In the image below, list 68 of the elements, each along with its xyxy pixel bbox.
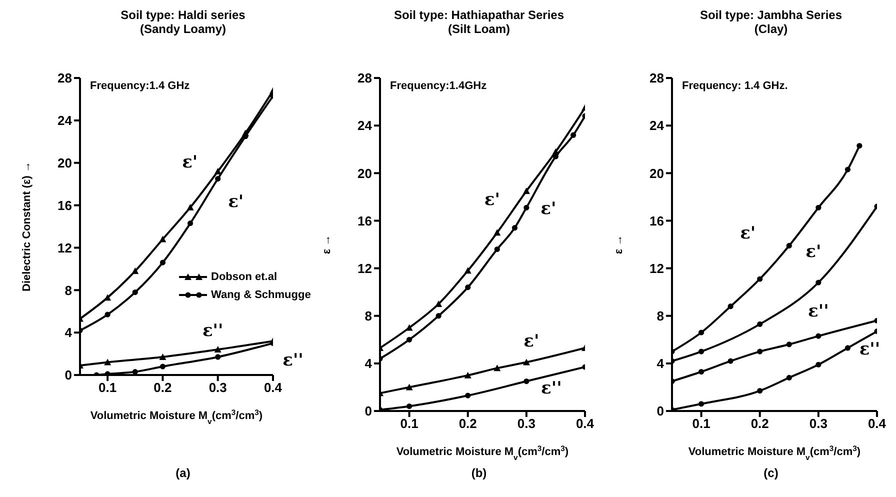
chart-title: Soil type: Hathiapathar Series xyxy=(392,8,566,22)
y-tick-label: 28 xyxy=(58,70,72,86)
y-tick-label: 4 xyxy=(364,356,373,372)
x-axis-title: Volumetric Moisture M$_{v}$(cm$^{3}$/cm$^{3}$) xyxy=(396,444,569,462)
y-tick-label: 24 xyxy=(650,118,665,134)
y-tick-label: 12 xyxy=(650,260,664,276)
x-tick-label: 0.1 xyxy=(98,380,117,396)
text: (b) xyxy=(470,466,488,480)
x-axis-title: Volumetric Moisture M$_{v}$(cm$^{3}$/cm$^{3}$) xyxy=(688,444,861,462)
y-tick-label: 12 xyxy=(358,260,372,276)
x-tick-label: 0.4 xyxy=(868,416,887,432)
annotation: Frequency:1.4 GHz xyxy=(90,80,190,92)
y-tick-label: 8 xyxy=(364,308,372,324)
y-tick-label: 4 xyxy=(656,356,665,372)
annotation: ε'' xyxy=(859,339,880,360)
y-axis-title: Dielectric Constant (ε) → xyxy=(21,162,33,292)
chart-subtitle: (Sandy Loamy) xyxy=(138,22,227,36)
x-tick-label: 0.3 xyxy=(809,416,828,432)
y-tick-label: 0 xyxy=(364,404,372,419)
y-tick-label: 0 xyxy=(64,368,72,383)
annotation: ε' xyxy=(484,190,500,210)
annotation: Frequency: 1.4 GHz. xyxy=(682,80,788,92)
y-tick-label: 12 xyxy=(58,240,72,256)
annotation: Frequency:1.4GHz xyxy=(390,80,487,92)
text: (a) xyxy=(174,466,192,480)
x-tick-label: 0.1 xyxy=(692,416,710,432)
legend-label: Dobson et.al xyxy=(211,271,278,283)
annotation: ε' xyxy=(182,152,198,173)
annotation: ε' xyxy=(740,223,756,244)
y-tick-label: 20 xyxy=(358,166,372,181)
annotation: ε'' xyxy=(541,378,562,399)
y-tick-label: 24 xyxy=(58,113,73,128)
annotation: ε'' xyxy=(808,301,829,322)
x-tick-label: 0.2 xyxy=(154,380,172,396)
y-tick-label: 16 xyxy=(650,213,664,228)
y-tick-label: 4 xyxy=(64,325,73,340)
chart-subtitle: (Silt Loam) xyxy=(447,22,511,36)
x-tick-label: 0.2 xyxy=(458,416,477,432)
y-tick-label: 16 xyxy=(58,198,72,213)
chart-subtitle: (Clay) xyxy=(753,22,789,36)
text: ε'' xyxy=(282,350,304,371)
y-tick-label: 20 xyxy=(650,166,664,181)
y-tick-label: 8 xyxy=(656,308,664,324)
x-tick-label: 0.3 xyxy=(208,380,227,396)
y-tick-label: 28 xyxy=(650,70,664,86)
y-tick-label: 8 xyxy=(64,282,72,298)
x-tick-label: 0.1 xyxy=(400,416,418,432)
x-tick-label: 0.2 xyxy=(750,416,769,432)
annotation: ε' xyxy=(228,192,244,212)
x-axis-title: Volumetric Moisture M$_{v}$(cm$^{3}$/cm$^{3}$) xyxy=(90,408,263,426)
y-tick-label: 16 xyxy=(358,213,372,228)
annotation: ε'' xyxy=(202,320,224,341)
text: (c) xyxy=(762,466,780,480)
x-tick-label: 0.4 xyxy=(576,416,595,432)
y-tick-label: 0 xyxy=(656,404,664,419)
annotation: ε' xyxy=(540,199,556,220)
y-axis-title: ε → xyxy=(321,234,333,254)
annotation: ε' xyxy=(806,242,822,262)
chart-title: Soil type: Haldi series xyxy=(120,8,246,22)
y-axis-title: ε → xyxy=(613,234,625,254)
y-tick-label: 20 xyxy=(58,155,72,170)
legend-label: Wang & Schmugge xyxy=(211,289,311,301)
annotation: ε' xyxy=(524,332,540,352)
x-tick-label: 0.3 xyxy=(517,416,536,432)
chart-title: Soil type: Jambha Series xyxy=(698,8,844,22)
x-tick-label: 0.4 xyxy=(264,380,283,396)
y-tick-label: 28 xyxy=(358,70,372,86)
y-tick-label: 24 xyxy=(358,118,373,134)
